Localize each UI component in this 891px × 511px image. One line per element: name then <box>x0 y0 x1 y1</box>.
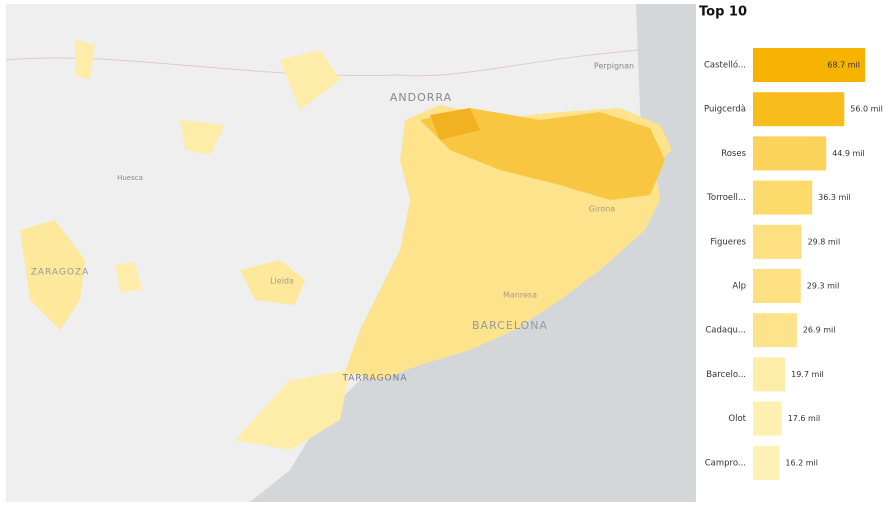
category-label: Barcelo... <box>706 370 746 380</box>
bar <box>753 92 845 127</box>
category-label: Figueres <box>710 237 746 247</box>
region <box>430 108 480 140</box>
category-label: Puigcerdà <box>704 105 746 115</box>
map-label: Girona <box>589 205 616 214</box>
bar <box>753 269 801 303</box>
bar <box>753 136 827 171</box>
bar <box>753 224 802 259</box>
map-label: BARCELONA <box>472 319 548 332</box>
category-label: Campro... <box>705 458 746 468</box>
map-label: ANDORRA <box>390 91 452 104</box>
value-label: 56.0 mil <box>850 105 883 114</box>
region <box>20 220 85 330</box>
map-label: Perpignan <box>594 62 634 71</box>
region <box>240 260 305 305</box>
region <box>420 108 665 200</box>
region <box>115 262 142 292</box>
value-label: 19.7 mil <box>791 370 824 379</box>
category-label: Cadaqu... <box>705 326 746 336</box>
category-label: Roses <box>721 149 746 159</box>
value-label: 29.8 mil <box>808 237 841 246</box>
value-label: 36.3 mil <box>818 193 851 202</box>
map <box>5 4 696 502</box>
region <box>180 120 225 155</box>
map-label: Huesca <box>117 174 143 182</box>
category-label: Torroell... <box>706 193 746 203</box>
region <box>75 40 95 80</box>
border <box>5 49 641 77</box>
category-label: Castelló... <box>704 60 746 71</box>
value-label: 16.2 mil <box>785 458 818 467</box>
region <box>235 370 350 450</box>
bar <box>753 180 813 215</box>
value-label: 29.3 mil <box>807 282 840 291</box>
chart-title: Top 10 <box>699 5 747 20</box>
category-label: Alp <box>732 282 746 292</box>
bar <box>753 48 865 82</box>
map-labels: ANDORRA Perpignan Huesca ZARAGOZA Lleida Giro… <box>31 62 634 384</box>
value-label: 26.9 mil <box>803 326 836 335</box>
bar <box>753 313 797 348</box>
value-label: 17.6 mil <box>788 414 821 423</box>
map-label: Lleida <box>270 277 294 286</box>
region <box>280 50 340 110</box>
value-label: 68.7 mil <box>827 61 860 70</box>
map-sea <box>250 4 696 502</box>
category-label: Olot <box>728 414 746 424</box>
map-label: ZARAGOZA <box>31 268 90 278</box>
bar <box>753 357 786 392</box>
map-label: TARRAGONA <box>341 374 407 384</box>
map-label: Manresa <box>503 291 537 300</box>
bar <box>753 445 780 480</box>
bar <box>753 401 782 436</box>
value-label: 44.9 mil <box>832 149 865 158</box>
